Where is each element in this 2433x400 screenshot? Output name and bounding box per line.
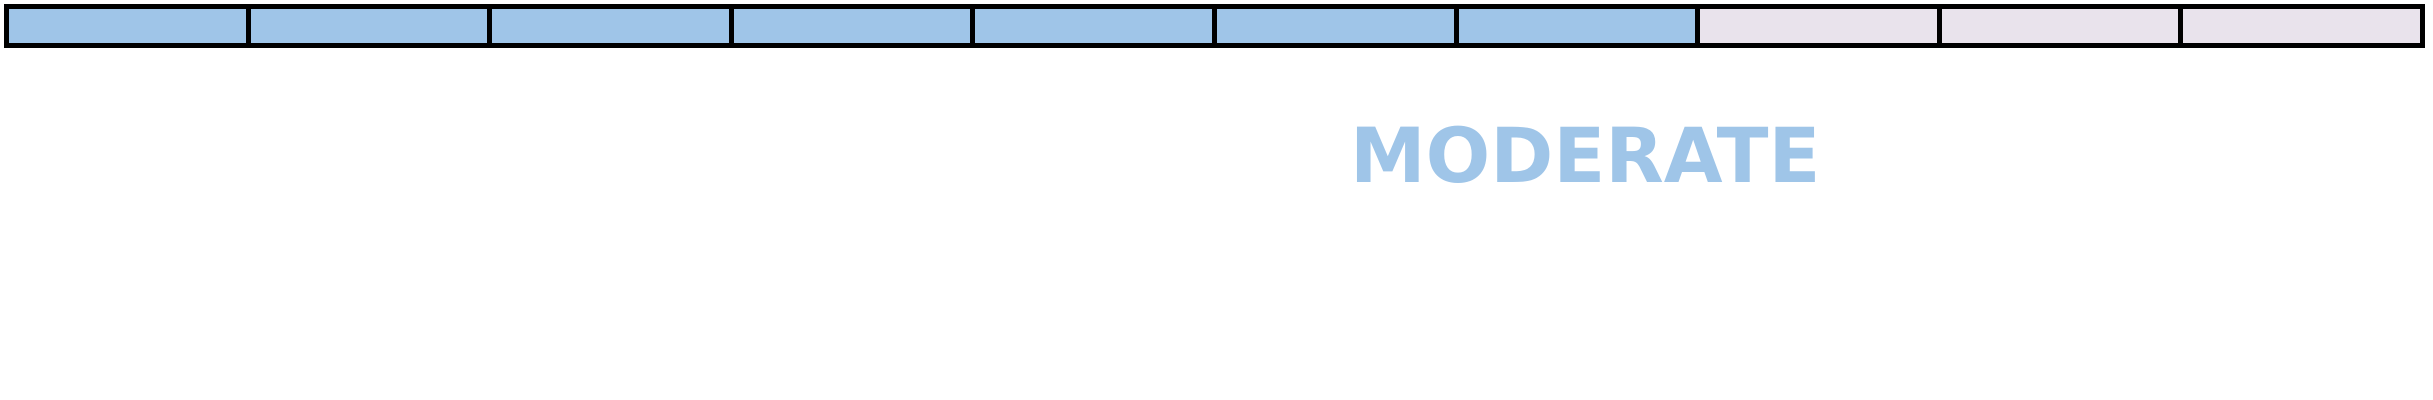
level-label: MODERATE (1350, 111, 1821, 200)
meter-segment-filled (492, 9, 734, 43)
meter-segment-empty (1941, 9, 2184, 43)
meter-segment-empty (2183, 9, 2420, 43)
meter-segment-filled (250, 9, 493, 43)
meter-segment-filled (1216, 9, 1459, 43)
meter-segment-empty (1700, 9, 1942, 43)
meter-segment-filled (733, 9, 976, 43)
meter-segment-filled (9, 9, 251, 43)
meter-segment-filled (975, 9, 1217, 43)
level-meter (4, 4, 2425, 48)
meter-segment-filled (1458, 9, 1701, 43)
